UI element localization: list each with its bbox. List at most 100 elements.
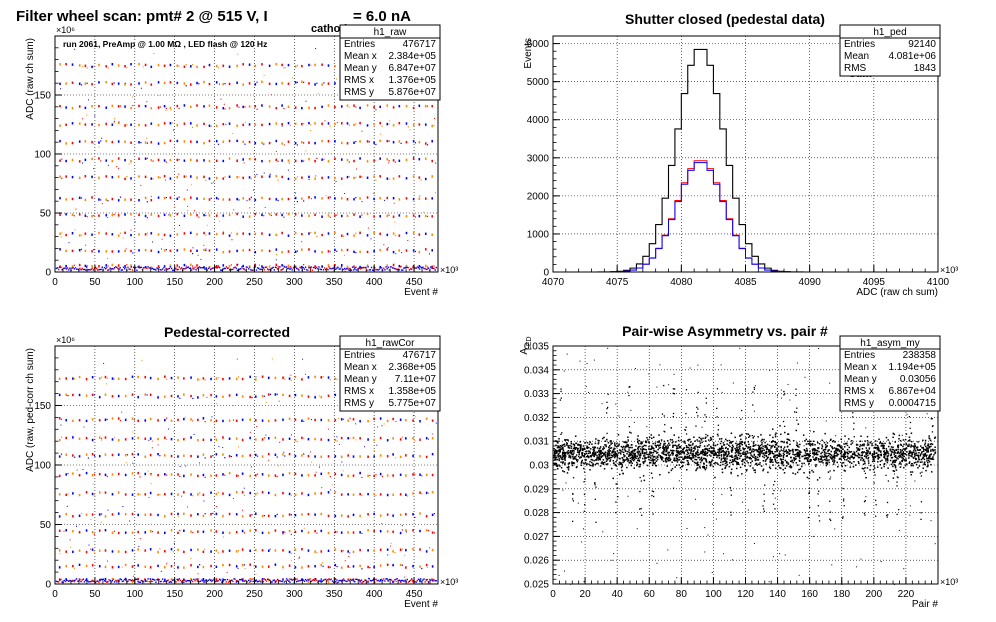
chart-asym-point xyxy=(834,450,837,452)
chart-rawCor-point xyxy=(347,531,349,534)
chart-rawCor-point xyxy=(206,396,208,398)
chart-raw-point xyxy=(78,105,81,108)
chart-asym-point xyxy=(591,464,593,467)
chart-asym-point xyxy=(918,451,920,454)
chart-rawCor-point xyxy=(352,580,355,582)
chart-asym-point xyxy=(922,448,925,451)
chart-asym-point xyxy=(629,457,632,460)
chart-raw-point xyxy=(418,233,421,236)
chart-raw-point xyxy=(66,267,69,269)
chart-rawCor-point xyxy=(386,455,389,458)
chart-rawCor-point xyxy=(352,565,355,568)
chart-rawCor-stats-value: 2.368e+05 xyxy=(388,362,436,373)
chart-raw-point xyxy=(61,177,63,179)
chart-raw-point xyxy=(203,231,205,235)
chart-raw-point xyxy=(392,124,395,127)
chart-asym-point xyxy=(688,454,691,457)
chart-raw-point xyxy=(366,140,369,143)
chart-raw-point xyxy=(187,266,190,268)
chart-rawCor-point xyxy=(228,549,231,552)
chart-raw-point xyxy=(78,234,81,237)
chart-asym-point xyxy=(725,460,727,463)
chart-raw-point xyxy=(92,269,95,271)
chart-raw-point xyxy=(301,265,303,269)
chart-raw-point xyxy=(198,216,200,218)
chart-raw-point xyxy=(426,144,429,146)
chart-asym-point xyxy=(702,457,705,460)
chart-raw-point xyxy=(321,83,323,86)
chart-rawCor-point xyxy=(228,579,231,582)
chart-raw-point xyxy=(405,122,408,125)
chart-rawCor-point xyxy=(288,492,291,496)
chart-raw-point xyxy=(329,251,331,253)
chart-rawCor-point xyxy=(383,578,385,580)
chart-raw-point xyxy=(323,82,325,84)
chart-raw-point xyxy=(287,234,290,237)
chart-asym-point xyxy=(679,453,681,456)
chart-raw-point xyxy=(387,266,389,269)
chart-rawCor-point xyxy=(282,514,284,518)
chart-raw-point xyxy=(163,265,166,268)
chart-raw-point xyxy=(321,266,324,268)
chart-asym-point xyxy=(663,453,665,455)
chart-raw-point xyxy=(276,268,279,270)
chart-asym-point xyxy=(865,447,867,449)
chart-asym-point xyxy=(613,447,615,450)
chart-rawCor-point xyxy=(336,531,338,533)
chart-raw-point xyxy=(266,268,269,270)
chart-rawCor-point xyxy=(183,550,185,554)
chart-asym-point xyxy=(669,454,672,456)
chart-asym-point xyxy=(689,452,692,454)
chart-asym-point xyxy=(735,456,738,458)
chart-rawCor-point xyxy=(320,578,322,580)
chart-raw-point xyxy=(413,156,415,158)
chart-raw-point xyxy=(393,267,395,269)
chart-raw-point xyxy=(98,104,100,108)
chart-rawCor-point xyxy=(405,419,407,422)
chart-rawCor-point xyxy=(304,578,307,581)
chart-asym-point xyxy=(717,448,719,451)
chart-asym-point xyxy=(906,451,908,453)
chart-rawCor-point xyxy=(250,466,252,468)
chart-asym-point xyxy=(879,442,881,444)
chart-rawCor-point xyxy=(295,494,297,496)
chart-asym-point xyxy=(685,457,687,460)
chart-rawCor-point xyxy=(345,580,347,583)
chart-raw-point xyxy=(411,268,413,270)
chart-raw-point xyxy=(301,232,303,236)
chart-asym-point xyxy=(604,455,607,457)
chart-rawCor-point xyxy=(367,419,369,423)
chart-raw-point xyxy=(208,82,211,86)
chart-asym-point xyxy=(694,458,696,461)
chart-raw-point xyxy=(59,139,61,143)
chart-raw-point xyxy=(144,214,147,218)
chart-raw-point xyxy=(254,232,257,236)
chart-asym-point xyxy=(768,466,771,468)
chart-asym-point xyxy=(807,452,809,455)
chart-raw-point xyxy=(223,103,225,105)
chart-raw-point xyxy=(398,264,401,268)
chart-raw-point xyxy=(59,196,61,200)
chart-asym-point xyxy=(747,461,749,464)
chart-raw-point xyxy=(287,159,290,162)
chart-asym-point xyxy=(865,457,868,459)
chart-rawCor-point xyxy=(294,438,297,442)
chart-asym-point xyxy=(650,459,653,462)
chart-asym-point xyxy=(796,471,799,474)
chart-asym-point xyxy=(611,454,614,457)
chart-asym-point xyxy=(827,454,830,457)
chart-raw-point xyxy=(373,231,375,235)
chart-asym-point xyxy=(718,454,721,457)
chart-asym-point xyxy=(597,443,600,445)
chart-rawCor-point xyxy=(282,393,284,397)
chart-asym-point xyxy=(922,450,925,452)
chart-rawCor-point xyxy=(91,548,94,551)
chart-asym-point xyxy=(583,448,585,450)
chart-asym-point xyxy=(769,467,772,470)
chart-asym-point xyxy=(749,435,751,437)
chart-asym-point xyxy=(596,454,598,457)
chart-raw-point xyxy=(275,122,278,125)
chart-asym-point xyxy=(648,445,650,448)
chart-rawCor-point xyxy=(334,530,337,534)
chart-asym-point xyxy=(564,456,567,458)
